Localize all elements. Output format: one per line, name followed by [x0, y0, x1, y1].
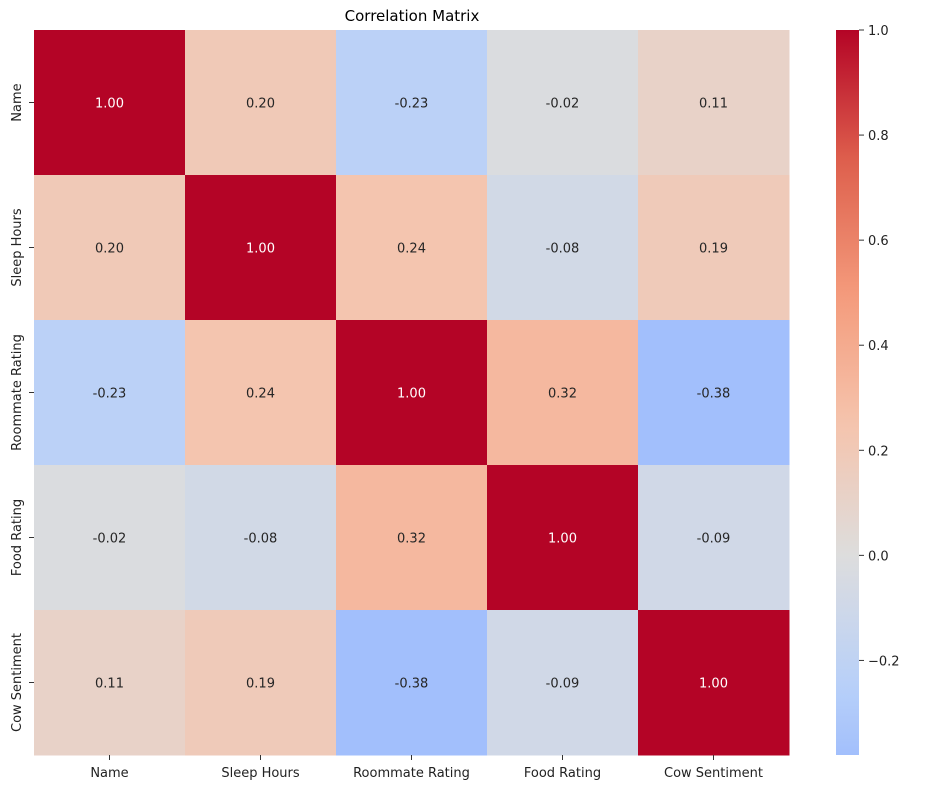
heatmap-cell-r0-c1 [185, 30, 337, 176]
cell-value-r1-c3: -0.08 [546, 242, 580, 257]
x-tick-label: Food Rating [524, 766, 601, 781]
cell-value-r0-c2: -0.23 [395, 97, 429, 112]
heatmap-cells [34, 30, 790, 756]
y-axis: Name Sleep Hours Roommate Rating Food Ratin… [10, 83, 34, 732]
heatmap-cell-r1-c2 [336, 175, 488, 321]
cell-value-r3-c2: 0.32 [397, 532, 426, 547]
cell-value-r3-c3: 1.00 [548, 532, 577, 547]
y-tick-label: Roommate Rating [10, 334, 25, 451]
heatmap-cell-r0-c3 [487, 30, 639, 176]
cell-value-r1-c1: 1.00 [246, 242, 275, 257]
y-tick-label: Cow Sentiment [10, 633, 25, 732]
cell-value-r4-c2: -0.38 [395, 677, 429, 692]
cell-value-r4-c4: 1.00 [699, 677, 728, 692]
cell-value-r0-c3: -0.02 [546, 97, 580, 112]
heatmap-cell-r3-c1 [185, 465, 337, 611]
heatmap-cell-r4-c1 [185, 610, 337, 756]
heatmap-cell-r2-c0 [34, 320, 186, 466]
colorbar-tick-label: 0.6 [868, 234, 889, 249]
colorbar-tick-label: −0.2 [868, 654, 900, 669]
cell-value-r3-c4: -0.09 [697, 532, 731, 547]
x-tick-label: Sleep Hours [221, 766, 300, 781]
heatmap-cell-r3-c4 [638, 465, 790, 611]
cell-value-r4-c1: 0.19 [246, 677, 275, 692]
cell-value-r3-c1: -0.08 [244, 532, 278, 547]
cell-value-r4-c0: 0.11 [95, 677, 124, 692]
cell-value-r0-c0: 1.00 [95, 97, 124, 112]
colorbar-tick-label: 0.2 [868, 444, 889, 459]
heatmap-cell-r2-c3 [487, 320, 639, 466]
colorbar-tick-label: 0.0 [868, 549, 889, 564]
chart-title: Correlation Matrix [345, 7, 480, 25]
cell-value-r1-c2: 0.24 [397, 242, 426, 257]
colorbar: −0.2 0.0 0.2 0.4 0.6 0.8 1.0 [836, 24, 900, 755]
heatmap-cell-r2-c4 [638, 320, 790, 466]
heatmap-cell-r3-c3 [487, 465, 639, 611]
cell-value-r1-c0: 0.20 [95, 242, 124, 257]
heatmap-cell-r4-c4 [638, 610, 790, 756]
cell-value-r1-c4: 0.19 [699, 242, 728, 257]
heatmap-cell-r4-c3 [487, 610, 639, 756]
heatmap-cell-r1-c0 [34, 175, 186, 321]
heatmap-cell-r0-c0 [34, 30, 186, 176]
colorbar-tick-label: 0.8 [868, 129, 889, 144]
colorbar-gradient [836, 30, 859, 755]
x-tick-label: Cow Sentiment [664, 766, 763, 781]
heatmap-cell-r4-c2 [336, 610, 488, 756]
cell-value-r2-c1: 0.24 [246, 387, 275, 402]
cell-value-r2-c2: 1.00 [397, 387, 426, 402]
heatmap-cell-r4-c0 [34, 610, 186, 756]
cell-value-r2-c0: -0.23 [93, 387, 127, 402]
heatmap-cell-r2-c2 [336, 320, 488, 466]
cell-value-r4-c3: -0.09 [546, 677, 580, 692]
cell-value-r2-c3: 0.32 [548, 387, 577, 402]
colorbar-tick-label: 1.0 [868, 24, 889, 39]
y-tick-label: Sleep Hours [10, 208, 25, 287]
heatmap-cell-r3-c2 [336, 465, 488, 611]
y-tick-label: Food Rating [10, 499, 25, 576]
x-axis: Name Sleep Hours Roommate Rating Food Ratin… [90, 755, 763, 781]
cell-value-r0-c4: 0.11 [699, 97, 728, 112]
heatmap-cell-r1-c3 [487, 175, 639, 321]
x-tick-label: Roommate Rating [353, 766, 470, 781]
cell-value-r2-c4: -0.38 [697, 387, 731, 402]
heatmap-cell-r1-c4 [638, 175, 790, 321]
heatmap-cell-r3-c0 [34, 465, 186, 611]
heatmap-cell-labels: 1.00 0.20 -0.23 -0.02 0.11 0.20 1.00 0.24 -0.08 0… [93, 97, 731, 692]
heatmap-cell-r2-c1 [185, 320, 337, 466]
cell-value-r3-c0: -0.02 [93, 532, 127, 547]
x-tick-label: Name [90, 766, 128, 781]
heatmap-cell-r0-c4 [638, 30, 790, 176]
colorbar-tick-label: 0.4 [868, 339, 889, 354]
cell-value-r0-c1: 0.20 [246, 97, 275, 112]
heatmap-cell-r0-c2 [336, 30, 488, 176]
y-tick-label: Name [10, 83, 25, 121]
heatmap-cell-r1-c1 [185, 175, 337, 321]
